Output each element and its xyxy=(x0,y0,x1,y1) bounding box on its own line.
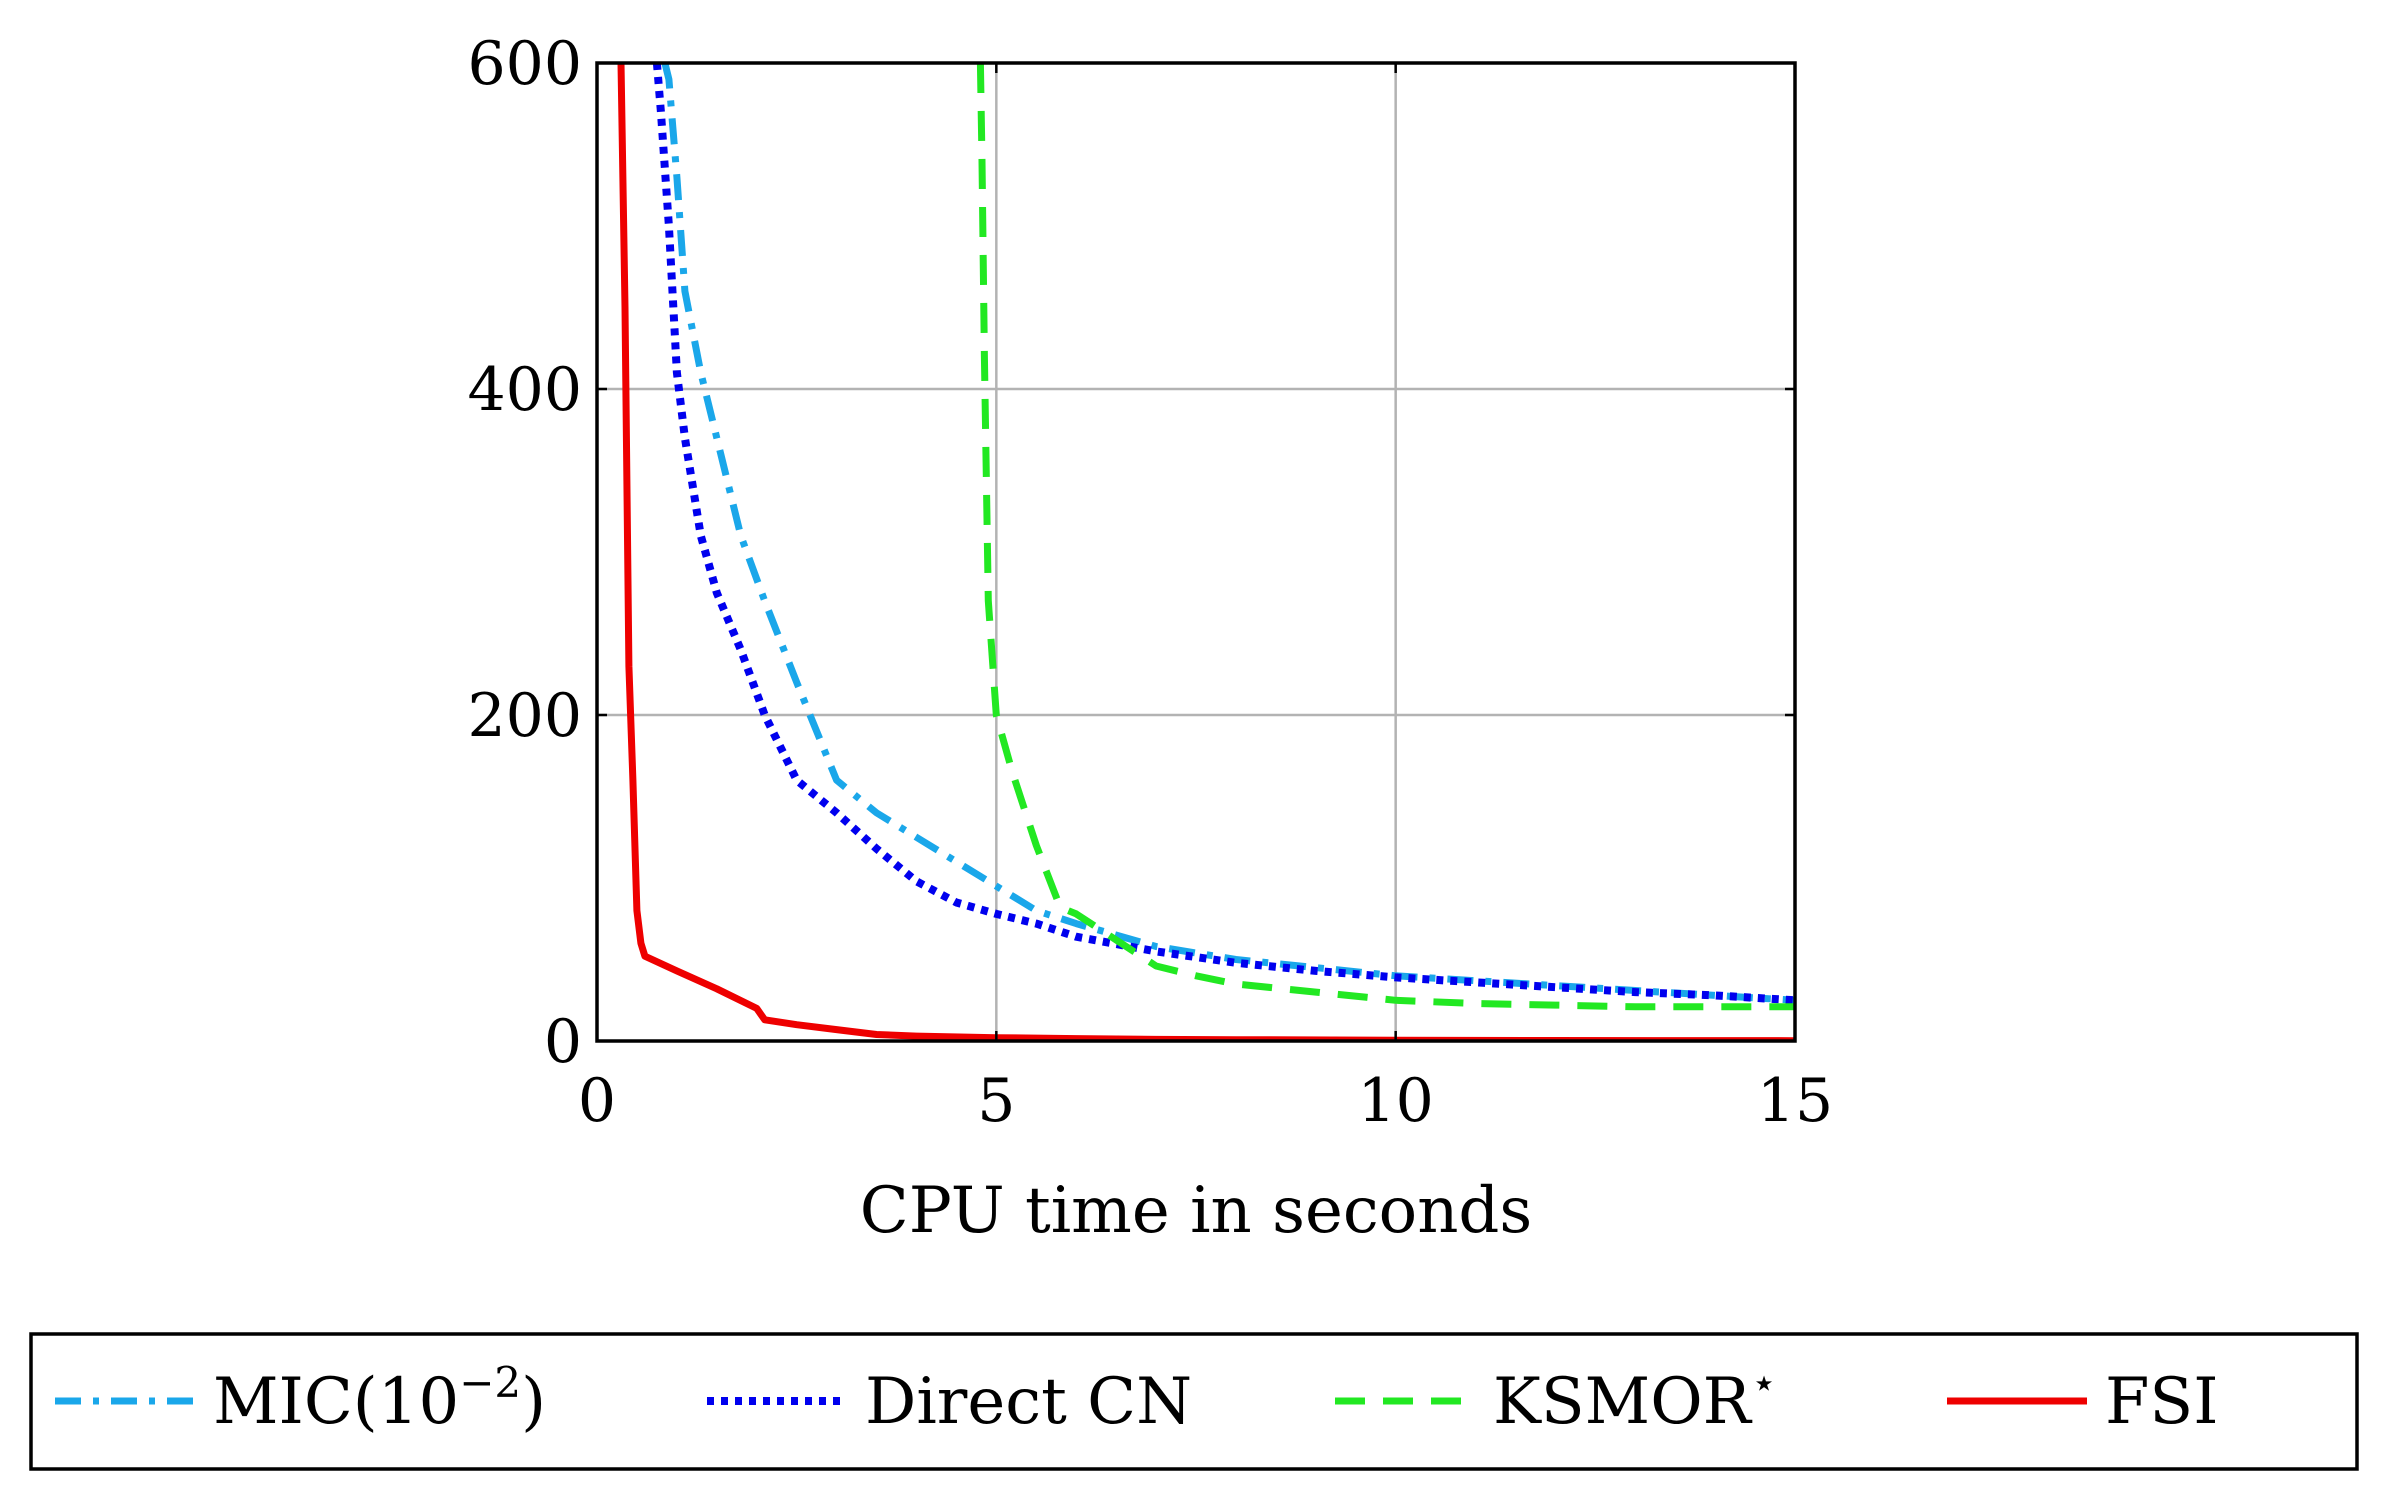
legend-label: KSMOR⋆ xyxy=(1493,1358,1777,1439)
y-tick-label: 400 xyxy=(467,355,582,425)
y-tick-label: 200 xyxy=(467,681,582,751)
axis-ticks: 0 5 10 15 0 200 400 600 xyxy=(467,29,1833,1136)
legend-label: FSI xyxy=(2105,1365,2219,1439)
x-axis-label: CPU time in seconds xyxy=(860,1174,1532,1248)
x-tick-label: 0 xyxy=(578,1066,616,1136)
series-line-mic-10 xyxy=(661,63,1795,1004)
plot-frame xyxy=(595,61,1797,1043)
y-tick-label: 0 xyxy=(544,1007,582,1077)
y-tick-label: 600 xyxy=(467,29,582,99)
legend: MIC(10−2) Direct CN KSMOR⋆ FSI xyxy=(29,1332,2359,1471)
series-line-ksmor xyxy=(976,63,1795,1011)
series-line-direct-cn xyxy=(652,63,1795,1005)
x-tick-label: 15 xyxy=(1757,1066,1833,1136)
x-tick-label: 10 xyxy=(1357,1066,1433,1136)
x-tick-label: 5 xyxy=(977,1066,1015,1136)
legend-label: Direct CN xyxy=(865,1365,1192,1439)
grid-lines xyxy=(597,63,1795,1041)
series-layer xyxy=(617,63,1795,1041)
series-line-fsi xyxy=(617,63,1795,1041)
